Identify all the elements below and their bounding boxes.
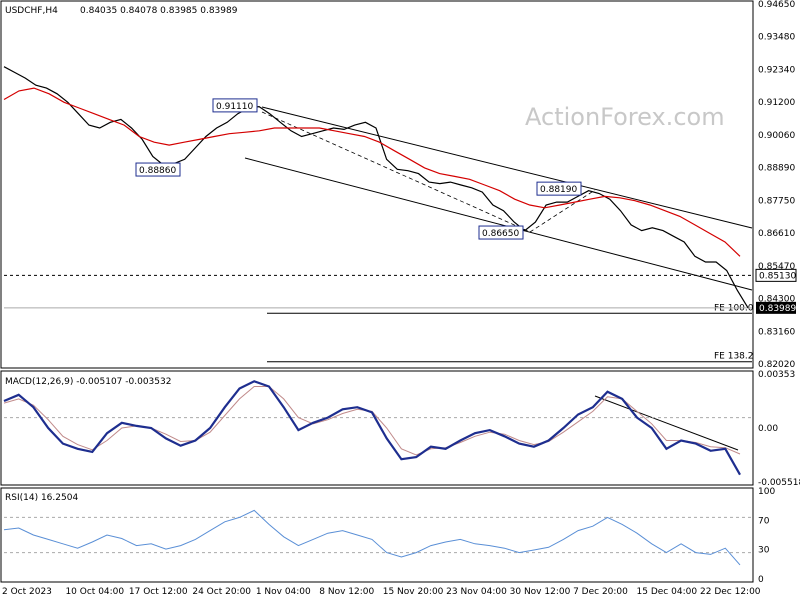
price-y-tick: 0.94650 (758, 0, 795, 10)
price-y-tick: 0.93480 (758, 33, 795, 43)
marker-box (478, 225, 524, 240)
price-line (3, 66, 749, 309)
x-tick: 15 Nov 20:00 (383, 587, 444, 597)
macd-panel (0, 370, 754, 486)
price-symbol: USDCHF,H4 (5, 6, 58, 16)
x-axis: 2 Oct 2023 10 Oct 04:00 17 Oct 12:00 24 Oct… (2, 587, 761, 597)
price-y-tick: 0.84300 (758, 295, 795, 305)
rsi-y-axis: 100 70 30 0 (758, 487, 775, 585)
fib-projection-line-2 (529, 189, 596, 233)
price-y-tick: 0.85470 (758, 262, 795, 272)
marker-label: 0.88860 (139, 166, 176, 176)
macd-y-tick: 0.00 (758, 424, 778, 434)
rsi-y-tick: 30 (758, 546, 770, 556)
price-series (3, 66, 749, 309)
marker-box (536, 181, 582, 196)
last-price-label: 0.83989 (759, 304, 796, 314)
rsi-y-tick: 70 (758, 516, 770, 526)
macd-y-tick: -0.005518 (758, 478, 800, 488)
moving-average-line (3, 87, 741, 257)
price-y-tick: 0.92340 (758, 65, 795, 75)
watermark: ActionForex.com (525, 103, 725, 131)
rsi-line (3, 509, 741, 566)
x-tick: 24 Oct 20:00 (192, 587, 251, 597)
fe-level-label: FE 138.2 (714, 352, 754, 362)
price-panel (0, 0, 754, 369)
macd-series (3, 380, 752, 476)
rsi-panel (0, 487, 754, 583)
rsi-y-tick: 100 (758, 487, 775, 497)
level-badge-label: 0.85130 (759, 271, 796, 281)
x-tick: 2 Oct 2023 (2, 587, 52, 597)
macd-trendline (594, 395, 739, 451)
price-y-axis: 0.94650 0.93480 0.92340 0.91200 0.90060 0.888… (758, 0, 795, 370)
channel-lower-line (244, 157, 753, 291)
macd-y-axis: 0.00353 0.00 -0.005518 (758, 370, 800, 488)
channel-upper-line (261, 106, 753, 229)
rsi-series (3, 509, 752, 566)
marker-box (212, 98, 258, 113)
macd-header: MACD(12,26,9) -0.005107 -0.003532 (5, 377, 171, 387)
price-y-tick: 0.87750 (758, 196, 795, 206)
x-tick: 15 Dec 04:00 (637, 587, 698, 597)
x-tick: 10 Oct 04:00 (65, 587, 124, 597)
x-tick: 1 Nov 04:00 (256, 587, 311, 597)
x-tick: 8 Nov 12:00 (319, 587, 374, 597)
marker-label: 0.91110 (216, 102, 253, 112)
price-y-tick: 0.88890 (758, 164, 795, 174)
x-tick: 7 Dec 20:00 (573, 587, 628, 597)
marker-label: 0.88190 (540, 185, 577, 195)
last-price-badge (756, 301, 796, 314)
macd-y-tick: 0.00353 (758, 370, 795, 380)
marker-label: 0.86650 (482, 229, 519, 239)
price-y-tick: 0.90060 (758, 131, 795, 141)
rsi-y-tick: 0 (758, 575, 764, 585)
rsi-header: RSI(14) 16.2504 (5, 493, 78, 503)
x-tick: 22 Dec 12:00 (700, 587, 761, 597)
x-tick: 30 Nov 12:00 (510, 587, 571, 597)
price-ohlc: 0.84035 0.84078 0.83985 0.83989 (80, 6, 238, 16)
price-y-tick: 0.82020 (758, 360, 795, 370)
macd-line (3, 380, 741, 476)
price-markers: 0.91110 0.88860 0.88190 0.86650 (135, 98, 582, 240)
x-tick: 17 Oct 12:00 (129, 587, 188, 597)
price-y-tick: 0.83160 (758, 327, 795, 337)
price-y-tick: 0.91200 (758, 98, 795, 108)
x-tick: 23 Nov 04:00 (446, 587, 507, 597)
price-y-tick: 0.86610 (758, 229, 795, 239)
level-badge (755, 268, 797, 282)
marker-box (135, 162, 181, 177)
